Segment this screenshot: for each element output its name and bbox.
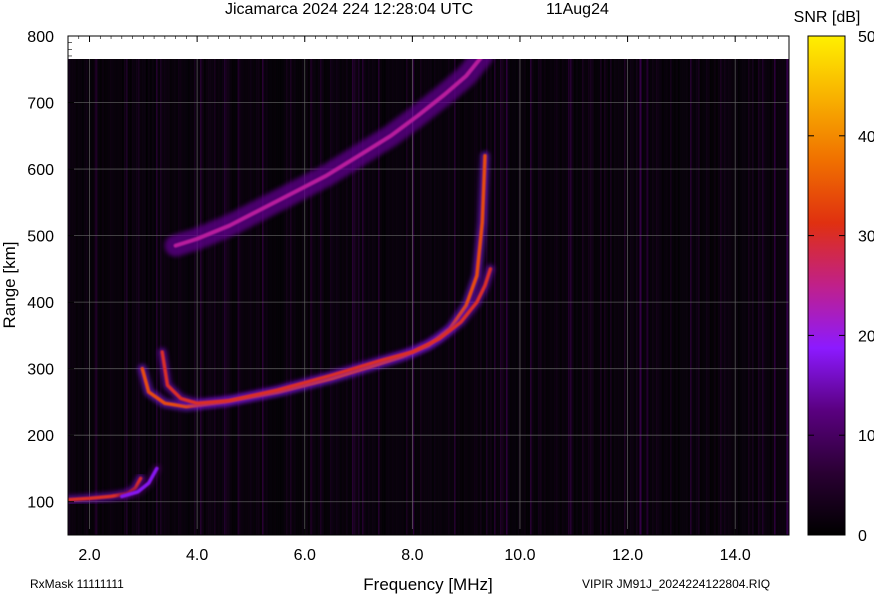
- axes: 2.0 4.0 6.0 8.0 10.0 12.0 14.0 100 200 300 400 500 6…: [27, 29, 790, 564]
- x-tick-label: 2.0: [78, 547, 100, 564]
- y-tick-label: 400: [27, 295, 54, 312]
- y-axis-label: Range [km]: [0, 242, 19, 329]
- echo-traces: [68, 45, 495, 505]
- x-tick-label: 6.0: [294, 547, 316, 564]
- x-tick-label: 4.0: [186, 547, 208, 564]
- colorbar-tick-label: 20: [858, 328, 874, 345]
- footer-filename: VIPIR JM91J_2024224122804.RIQ: [582, 577, 770, 591]
- x-tick-label: 8.0: [401, 547, 423, 564]
- colorbar: SNR [dB] 0 10 20 30 40 50: [794, 9, 874, 545]
- blank-top-band: [68, 36, 789, 59]
- colorbar-scale: [807, 35, 846, 536]
- y-tick-label: 100: [27, 495, 54, 512]
- y-tick-label: 300: [27, 362, 54, 379]
- plot-frame: [67, 35, 790, 536]
- trace-f-layer-x-mode: [160, 267, 493, 406]
- y-tick-label: 700: [27, 96, 54, 113]
- x-tick-label: 12.0: [612, 547, 643, 564]
- colorbar-tick-label: 30: [858, 229, 874, 246]
- colorbar-tick-label: 40: [858, 129, 874, 146]
- colorbar-tick-label: 0: [858, 528, 867, 545]
- trace-multiple-hop-echo: [173, 54, 485, 248]
- y-tick-label: 500: [27, 229, 54, 246]
- x-tick-label: 10.0: [504, 547, 535, 564]
- x-axis-label: Frequency [MHz]: [363, 575, 492, 594]
- trace-e-layer-echo-upper: [120, 466, 159, 499]
- plot-area: [68, 36, 789, 535]
- colorbar-label: SNR [dB]: [794, 9, 861, 26]
- footer-rxmask: RxMask 11111111: [30, 577, 124, 591]
- y-tick-label: 600: [27, 162, 54, 179]
- colorbar-tick-label: 10: [858, 428, 874, 445]
- y-tick-label: 200: [27, 428, 54, 445]
- y-tick-label: 800: [27, 29, 54, 46]
- chart-title: Jicamarca 2024 224 12:28:04 UTC: [225, 1, 473, 18]
- noise-background: [68, 59, 789, 535]
- chart-date: 11Aug24: [546, 1, 609, 18]
- colorbar-tick-label: 50: [858, 29, 874, 46]
- x-tick-label: 14.0: [720, 547, 751, 564]
